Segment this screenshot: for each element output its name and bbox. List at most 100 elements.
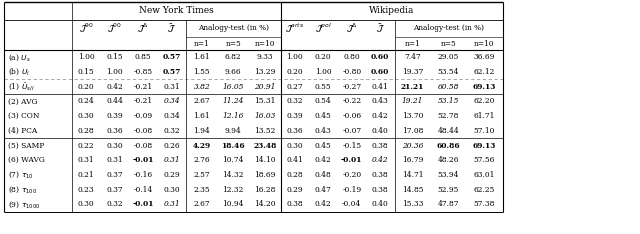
Text: 0.45: 0.45 bbox=[315, 142, 332, 150]
Text: 0.24: 0.24 bbox=[78, 97, 95, 106]
Text: 16.28: 16.28 bbox=[254, 186, 275, 194]
Text: 14.32: 14.32 bbox=[223, 171, 244, 179]
Text: 1.00: 1.00 bbox=[287, 53, 303, 61]
Text: 0.32: 0.32 bbox=[106, 200, 123, 208]
Text: 0.57: 0.57 bbox=[163, 68, 181, 76]
Text: 0.28: 0.28 bbox=[78, 127, 95, 135]
Text: -0.85: -0.85 bbox=[134, 68, 153, 76]
Text: 0.31: 0.31 bbox=[163, 156, 180, 164]
Text: 2.35: 2.35 bbox=[193, 186, 210, 194]
Text: 60.86: 60.86 bbox=[436, 142, 460, 150]
Text: (2) AVG: (2) AVG bbox=[8, 97, 38, 106]
Text: 18.69: 18.69 bbox=[254, 171, 275, 179]
Text: 52.95: 52.95 bbox=[438, 186, 459, 194]
Text: n=10: n=10 bbox=[474, 40, 495, 48]
Text: 69.13: 69.13 bbox=[473, 83, 496, 91]
Text: n=10: n=10 bbox=[255, 40, 275, 48]
Text: n=1: n=1 bbox=[194, 40, 210, 48]
Text: Analogy-test (in %): Analogy-test (in %) bbox=[198, 24, 269, 32]
Text: (a) $U_s$: (a) $U_s$ bbox=[8, 52, 31, 62]
Text: $\mathcal{J}^{arts}$: $\mathcal{J}^{arts}$ bbox=[285, 22, 304, 35]
Text: 0.27: 0.27 bbox=[287, 83, 303, 91]
Text: -0.22: -0.22 bbox=[342, 97, 362, 106]
Text: Analogy-test (in %): Analogy-test (in %) bbox=[413, 24, 484, 32]
Text: 53.15: 53.15 bbox=[438, 97, 459, 106]
Text: 0.42: 0.42 bbox=[106, 83, 123, 91]
Text: -0.01: -0.01 bbox=[132, 156, 154, 164]
Text: 0.20: 0.20 bbox=[315, 53, 332, 61]
Text: Wikipedia: Wikipedia bbox=[369, 6, 414, 15]
Text: 0.29: 0.29 bbox=[287, 186, 303, 194]
Text: 2.57: 2.57 bbox=[193, 171, 210, 179]
Text: -0.21: -0.21 bbox=[134, 97, 153, 106]
Text: -0.15: -0.15 bbox=[342, 142, 362, 150]
Text: 13.70: 13.70 bbox=[402, 112, 423, 120]
Text: 14.85: 14.85 bbox=[402, 186, 423, 194]
Text: -0.21: -0.21 bbox=[134, 83, 153, 91]
Text: 0.43: 0.43 bbox=[372, 97, 388, 106]
Text: 0.41: 0.41 bbox=[286, 156, 303, 164]
Text: 13.52: 13.52 bbox=[254, 127, 275, 135]
Text: 16.03: 16.03 bbox=[254, 112, 275, 120]
Text: 63.01: 63.01 bbox=[474, 171, 495, 179]
Text: -0.20: -0.20 bbox=[342, 171, 362, 179]
Text: 36.69: 36.69 bbox=[474, 53, 495, 61]
Text: 0.38: 0.38 bbox=[372, 142, 388, 150]
Text: $\mathcal{J}^{90}$: $\mathcal{J}^{90}$ bbox=[79, 22, 93, 35]
Text: 0.31: 0.31 bbox=[78, 156, 95, 164]
Text: n=5: n=5 bbox=[440, 40, 456, 48]
Text: 21.21: 21.21 bbox=[401, 83, 424, 91]
Text: 20.91: 20.91 bbox=[254, 83, 275, 91]
Text: 0.21: 0.21 bbox=[78, 171, 95, 179]
Text: 52.78: 52.78 bbox=[438, 112, 459, 120]
Text: 0.23: 0.23 bbox=[78, 186, 95, 194]
Text: 20.36: 20.36 bbox=[402, 142, 423, 150]
Text: 0.41: 0.41 bbox=[372, 83, 388, 91]
Text: -0.04: -0.04 bbox=[342, 200, 362, 208]
Text: 16.05: 16.05 bbox=[223, 83, 244, 91]
Text: 0.34: 0.34 bbox=[163, 97, 180, 106]
Text: 0.32: 0.32 bbox=[163, 127, 180, 135]
Text: -0.19: -0.19 bbox=[342, 186, 362, 194]
Text: 0.15: 0.15 bbox=[106, 53, 123, 61]
Text: 2.67: 2.67 bbox=[193, 97, 210, 106]
Text: 62.20: 62.20 bbox=[474, 97, 495, 106]
Text: 0.42: 0.42 bbox=[372, 156, 388, 164]
Text: -0.14: -0.14 bbox=[134, 186, 153, 194]
Text: 61.71: 61.71 bbox=[474, 112, 495, 120]
Text: 0.55: 0.55 bbox=[315, 83, 332, 91]
Text: 1.61: 1.61 bbox=[193, 112, 210, 120]
Text: 0.30: 0.30 bbox=[78, 200, 95, 208]
Text: 2.67: 2.67 bbox=[193, 200, 210, 208]
Text: -0.09: -0.09 bbox=[134, 112, 153, 120]
Text: 0.34: 0.34 bbox=[163, 112, 180, 120]
Text: 14.20: 14.20 bbox=[254, 200, 275, 208]
Text: 0.15: 0.15 bbox=[78, 68, 95, 76]
Text: 57.38: 57.38 bbox=[474, 200, 495, 208]
Text: 0.31: 0.31 bbox=[163, 200, 180, 208]
Text: 29.05: 29.05 bbox=[438, 53, 459, 61]
Text: -0.01: -0.01 bbox=[132, 200, 154, 208]
Text: 57.10: 57.10 bbox=[474, 127, 495, 135]
Text: 10.74: 10.74 bbox=[223, 156, 244, 164]
Text: 1.55: 1.55 bbox=[193, 68, 210, 76]
Text: -0.16: -0.16 bbox=[134, 171, 153, 179]
Text: 0.80: 0.80 bbox=[344, 53, 360, 61]
Text: 0.38: 0.38 bbox=[372, 186, 388, 194]
Text: -0.08: -0.08 bbox=[134, 127, 153, 135]
Text: 0.32: 0.32 bbox=[287, 97, 303, 106]
Text: $\bar{\mathcal{J}}$: $\bar{\mathcal{J}}$ bbox=[376, 22, 385, 35]
Text: 48.26: 48.26 bbox=[438, 156, 460, 164]
Text: 0.47: 0.47 bbox=[315, 186, 332, 194]
Text: 48.44: 48.44 bbox=[438, 127, 460, 135]
Text: -0.06: -0.06 bbox=[342, 112, 362, 120]
Text: (3) CON: (3) CON bbox=[8, 112, 40, 120]
Text: 0.45: 0.45 bbox=[315, 112, 332, 120]
Text: 0.54: 0.54 bbox=[315, 97, 332, 106]
Text: 0.42: 0.42 bbox=[372, 112, 388, 120]
Text: 53.54: 53.54 bbox=[438, 68, 460, 76]
Text: 0.37: 0.37 bbox=[106, 186, 123, 194]
Text: 18.46: 18.46 bbox=[221, 142, 245, 150]
Text: 9.33: 9.33 bbox=[257, 53, 273, 61]
Text: $\mathcal{J}^{\Delta}$: $\mathcal{J}^{\Delta}$ bbox=[346, 22, 358, 35]
